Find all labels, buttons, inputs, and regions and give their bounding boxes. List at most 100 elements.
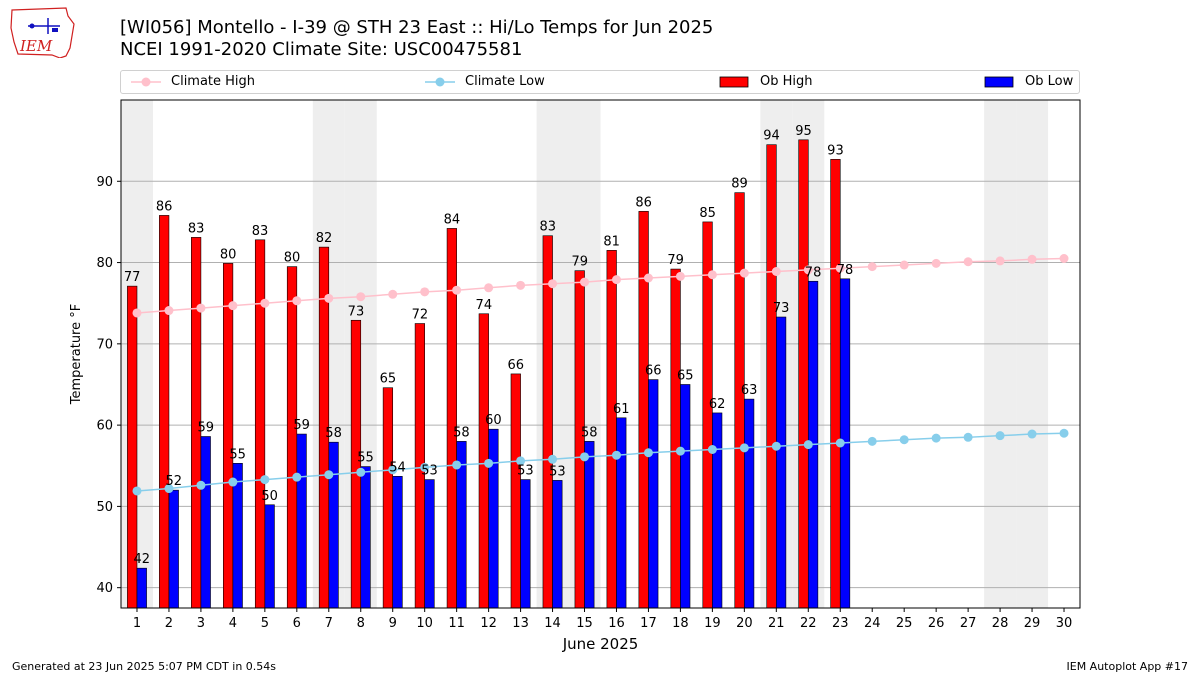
ob-low-label: 58 (325, 426, 342, 441)
x-axis-label: June 2025 (562, 635, 639, 653)
ob-high-bar (574, 270, 585, 609)
ob-low-label: 55 (229, 447, 246, 462)
ob-low-label: 59 (197, 420, 214, 435)
ob-high-bar (606, 250, 617, 609)
ob-low-label: 78 (837, 263, 854, 278)
x-tick-label: 18 (672, 616, 689, 631)
x-tick-label: 20 (736, 616, 753, 631)
x-tick-label: 30 (1056, 616, 1073, 631)
climate-high-point (931, 258, 941, 268)
footer-app: IEM Autoplot App #17 (1066, 660, 1189, 673)
ob-high-bar (830, 159, 841, 609)
climate-low-point (1027, 429, 1037, 439)
ob-high-bar (638, 211, 649, 609)
ob-low-bar (296, 433, 307, 609)
climate-low-point (803, 440, 813, 450)
ob-low-label: 58 (453, 425, 470, 440)
climate-low-point (643, 448, 653, 458)
ob-low-label: 66 (645, 364, 662, 379)
weekend-band (536, 100, 569, 608)
ob-low-label: 61 (613, 402, 630, 417)
x-tick-label: 7 (325, 616, 333, 631)
ob-high-bar (734, 192, 745, 609)
legend-climate-high-label: Climate High (171, 74, 256, 89)
ob-high-label: 80 (284, 251, 301, 266)
y-axis-label: Temperature °F (69, 304, 84, 405)
climate-high-point (388, 289, 398, 299)
climate-low-point (356, 467, 366, 477)
ob-low-label: 53 (549, 464, 566, 479)
ob-low-bar (424, 479, 435, 609)
x-tick-label: 13 (512, 616, 529, 631)
ob-high-label: 83 (188, 221, 205, 236)
climate-high-point (835, 263, 845, 273)
climate-high-line (136, 257, 1065, 314)
logo-text: IEM (19, 37, 53, 55)
ob-high-bar (446, 228, 457, 609)
climate-low-point (548, 454, 558, 464)
ob-low-bar (264, 504, 275, 609)
ob-low-label: 62 (709, 397, 726, 412)
weekend-band (121, 100, 153, 608)
ob-high-label: 83 (539, 220, 556, 235)
ob-low-bar (232, 463, 243, 609)
x-tick-label: 27 (960, 616, 977, 631)
climate-high-point (803, 265, 813, 275)
ob-high-label: 73 (348, 304, 365, 319)
climate-low-point (260, 475, 270, 485)
ob-low-bar (744, 398, 755, 609)
climate-low-point (675, 446, 685, 456)
weekend-band (984, 100, 1017, 608)
ob-high-bar (798, 139, 809, 609)
legend-ob-low-label: Ob Low (1025, 74, 1074, 89)
y-tick-label: 90 (96, 175, 113, 190)
climate-high-point (452, 285, 462, 295)
x-tick-label: 17 (640, 616, 657, 631)
climate-high-point (643, 273, 653, 283)
y-tick-label: 80 (96, 256, 113, 271)
climate-low-point (420, 462, 430, 472)
ob-high-bar (254, 239, 266, 609)
ob-high-bar (350, 319, 362, 609)
plot-frame (120, 99, 1081, 609)
climate-high-point (132, 308, 142, 318)
climate-high-point (707, 270, 717, 280)
climate-high-point (292, 296, 302, 306)
x-tick-label: 14 (544, 616, 561, 631)
ob-high-label: 81 (603, 234, 620, 249)
climate-low-point (835, 438, 845, 448)
ob-low-label: 59 (293, 418, 310, 433)
title-line-2: NCEI 1991-2020 Climate Site: USC00475581 (120, 39, 523, 60)
ob-low-bar (200, 436, 211, 609)
legend-climate-low-label: Climate Low (465, 74, 545, 89)
ob-high-label: 79 (667, 253, 684, 268)
x-tick-label: 24 (864, 616, 881, 631)
iem-logo: IEM (10, 7, 75, 58)
y-tick-label: 40 (96, 581, 113, 596)
climate-low-point (931, 433, 941, 443)
climate-low-point (739, 443, 749, 453)
ob-high-bar (670, 268, 681, 609)
ob-high-bar (318, 246, 330, 609)
climate-low-point (963, 432, 973, 442)
y-tick-label: 50 (96, 500, 113, 515)
weekend-band (792, 100, 825, 608)
ob-low-bar (520, 479, 531, 609)
climate-low-point (1059, 428, 1069, 438)
ob-low-bar (648, 379, 659, 609)
x-tick-label: 5 (261, 616, 269, 631)
y-tick-label: 70 (96, 337, 113, 352)
climate-high-point (420, 287, 430, 297)
climate-low-point (611, 450, 621, 460)
climate-low-point (707, 445, 717, 455)
ob-low-bar (136, 567, 147, 609)
ob-high-label: 84 (444, 212, 461, 227)
x-tick-label: 23 (832, 616, 849, 631)
climate-low-point (516, 456, 526, 466)
ob-high-bar (191, 237, 202, 609)
ob-low-label: 54 (389, 460, 406, 475)
ob-high-label: 82 (316, 231, 333, 246)
ob-high-bar (382, 387, 394, 609)
legend: Climate High Climate Low Ob High Ob Low (120, 70, 1080, 94)
